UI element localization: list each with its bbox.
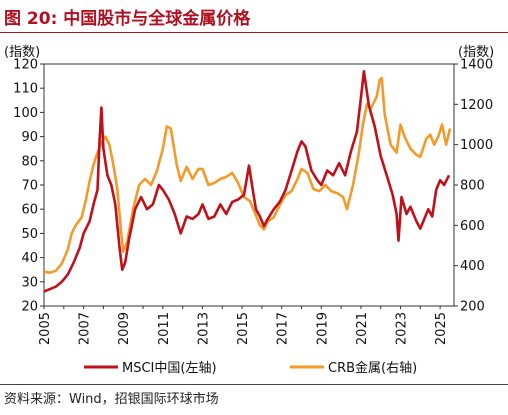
figure-title: 图 20: 中国股市与全球金属价格 xyxy=(4,9,251,29)
left-tick-label: 80 xyxy=(21,154,38,169)
source-note: 资料来源：Wind，招银国际环球市场 xyxy=(4,392,219,407)
right-axis-unit: (指数) xyxy=(458,45,494,60)
legend-msci-label: MSCI中国(左轴) xyxy=(122,361,217,376)
legend-crb-label: CRB金属(右轴) xyxy=(328,360,417,376)
x-tick-label: 2019 xyxy=(315,312,330,345)
plot-border xyxy=(43,63,455,307)
left-tick-label: 60 xyxy=(21,203,38,218)
left-axis-unit: (指数) xyxy=(4,45,40,60)
x-axis: 2005 2007 2009 2011 2013 2015 2017 2019 2021 2023… xyxy=(38,306,449,345)
left-tick-label: 100 xyxy=(13,106,38,121)
x-tick-label: 2011 xyxy=(157,312,172,345)
left-tick-label: 20 xyxy=(21,300,38,315)
right-tick-label: 200 xyxy=(460,300,485,315)
x-tick-label: 2025 xyxy=(434,312,449,345)
msci-china-line xyxy=(43,70,451,293)
right-tick-label: 1200 xyxy=(460,98,493,113)
left-tick-label: 40 xyxy=(21,251,38,266)
plot-frame xyxy=(43,63,455,307)
x-tick-label: 2009 xyxy=(117,312,132,345)
left-tick-label: 50 xyxy=(21,227,38,242)
left-tick-label: 70 xyxy=(21,179,38,194)
x-tick-label: 2007 xyxy=(78,312,93,345)
left-tick-label: 110 xyxy=(13,82,38,97)
left-tick-label: 90 xyxy=(21,130,38,145)
crb-metals-line xyxy=(43,76,452,274)
right-tick-label: 600 xyxy=(460,219,485,234)
right-y-axis: 200 400 600 800 1000 1200 1400(指数) xyxy=(454,45,494,315)
legend: MSCI中国(左轴) CRB金属(右轴) xyxy=(84,360,417,376)
left-tick-label: 30 xyxy=(21,275,38,290)
series-layer xyxy=(43,70,452,293)
x-tick-label: 2015 xyxy=(236,312,251,345)
x-tick-label: 2013 xyxy=(196,312,211,345)
x-tick-label: 2023 xyxy=(395,312,410,345)
right-tick-label: 800 xyxy=(460,179,485,194)
source-divider xyxy=(0,384,508,385)
left-tick-label: 120 xyxy=(13,58,38,73)
left-y-axis: 20 30 40 50 60 70 80 90 100 110 120(指数) xyxy=(4,45,44,315)
x-tick-label: 2017 xyxy=(276,312,291,345)
x-tick-label: 2021 xyxy=(355,312,370,345)
right-tick-label: 1400 xyxy=(460,58,493,73)
title-divider xyxy=(0,32,508,33)
x-tick-label: 2005 xyxy=(38,312,53,345)
right-tick-label: 400 xyxy=(460,259,485,274)
right-tick-label: 1000 xyxy=(460,138,493,153)
